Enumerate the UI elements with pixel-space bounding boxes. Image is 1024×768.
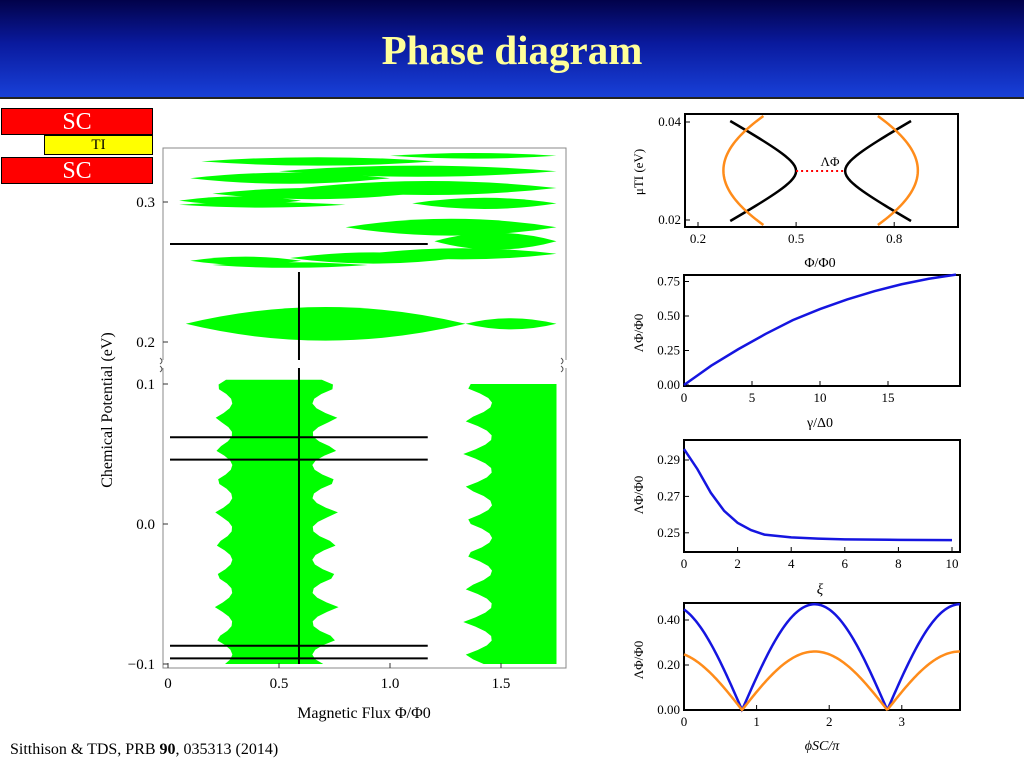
panel-lambda-vs-xi: 0 2 4 6 8 10 0.29 0.27 0.25 ΛΦ/Φ0 ξ bbox=[631, 439, 961, 598]
p3-x-tick-label: 0 bbox=[681, 556, 688, 571]
sc-bottom-block: SC bbox=[1, 157, 153, 184]
p3-x-tick-label: 8 bbox=[895, 556, 902, 571]
x-tick-label: 0 bbox=[164, 676, 172, 692]
p3-x-tick-label: 2 bbox=[734, 556, 741, 571]
y-tick-label: −0.1 bbox=[128, 657, 155, 673]
green-lozenge-13 bbox=[201, 157, 435, 166]
axis-break-gap bbox=[156, 360, 576, 368]
green-region-right bbox=[463, 384, 557, 664]
p2-y-tick-label: 0.50 bbox=[657, 308, 680, 323]
p4-frame bbox=[683, 602, 961, 711]
green-lozenge-15 bbox=[179, 202, 346, 208]
p2-blue-curve bbox=[683, 273, 957, 387]
p2-y-label: ΛΦ/Φ0 bbox=[631, 314, 646, 353]
p1-x-tick-label: 0.2 bbox=[690, 231, 706, 246]
p1-x-label: Φ/Φ0 bbox=[804, 256, 835, 271]
p1-y-tick-label: 0.04 bbox=[658, 114, 681, 129]
p1-orange-left bbox=[722, 114, 765, 227]
x-tick-label: 1.5 bbox=[492, 676, 511, 692]
x-tick-label: 1.0 bbox=[381, 676, 400, 692]
main-y-axis-label: Chemical Potential (eV) bbox=[99, 332, 116, 488]
green-lozenge-1 bbox=[465, 318, 557, 330]
p1-frame bbox=[684, 113, 959, 228]
p4-curve-blue bbox=[683, 603, 960, 713]
p4-y-tick-label: 0.00 bbox=[657, 702, 680, 717]
y-tick-label: 0.3 bbox=[136, 195, 155, 211]
p2-y-tick-label: 0.25 bbox=[657, 343, 680, 358]
p3-x-label: ξ bbox=[817, 582, 824, 598]
green-lozenge-6 bbox=[345, 218, 557, 236]
p1-x-tick-label: 0.5 bbox=[788, 231, 804, 246]
p1-y-label: μTI (eV) bbox=[631, 149, 646, 195]
p3-y-tick-label: 0.29 bbox=[657, 452, 680, 467]
axis-break-marks bbox=[159, 357, 564, 373]
main-x-axis-label: Magnetic Flux Φ/Φ0 bbox=[297, 705, 431, 722]
p3-x-tick-label: 10 bbox=[946, 556, 959, 571]
citation-rest: , 035313 (2014) bbox=[175, 741, 279, 758]
p1-x-tick-label: 0.8 bbox=[886, 231, 902, 246]
p2-x-tick-label: 10 bbox=[814, 390, 827, 405]
p4-x-label: ϕSC/π bbox=[805, 739, 840, 754]
p3-y-tick-label: 0.25 bbox=[657, 525, 680, 540]
p1-y-tick-label: 0.02 bbox=[658, 212, 681, 227]
p4-y-tick-label: 0.40 bbox=[657, 612, 680, 627]
green-lozenge-7 bbox=[367, 248, 557, 260]
p2-x-tick-label: 5 bbox=[749, 390, 756, 405]
p2-x-tick-label: 0 bbox=[681, 390, 688, 405]
p1-orange-right bbox=[877, 114, 920, 227]
p3-y-label: ΛΦ/Φ0 bbox=[631, 476, 646, 515]
p3-x-tick-label: 4 bbox=[788, 556, 795, 571]
citation: Sitthison & TDS, PRB 90, 035313 (2014) bbox=[10, 741, 278, 759]
main-phase-diagram: 0 0.5 1.0 1.5 0.1 0.0 −0.1 0.3 0.2 Chemical Pote… bbox=[99, 147, 576, 722]
green-lozenge-12 bbox=[279, 165, 557, 177]
green-region-left bbox=[214, 379, 339, 664]
y-tick-label: 0.2 bbox=[136, 335, 155, 351]
green-lozenge-14 bbox=[390, 153, 557, 159]
citation-volume: 90 bbox=[159, 741, 176, 758]
p3-y-tick-label: 0.27 bbox=[657, 488, 680, 503]
p2-x-label: γ/Δ0 bbox=[806, 416, 833, 431]
p1-annotation: ΛΦ bbox=[821, 154, 840, 169]
title-bar: Phase diagram bbox=[0, 0, 1024, 99]
p4-y-label: ΛΦ/Φ0 bbox=[631, 641, 646, 680]
slide-title: Phase diagram bbox=[381, 27, 643, 73]
panel-mu-vs-flux: 0.2 0.5 0.8 0.04 0.02 ΛΦ μTI (eV) Φ/Φ0 bbox=[631, 113, 959, 271]
y-tick-label: 0.0 bbox=[136, 517, 155, 533]
green-lozenge-11 bbox=[190, 172, 390, 184]
p3-frame bbox=[683, 439, 961, 553]
p3-blue-curve bbox=[682, 448, 953, 542]
panel-lambda-vs-phase: 0 1 2 3 0.40 0.20 0.00 ΛΦ/Φ0 ϕSC/π bbox=[631, 602, 961, 754]
p4-x-tick-label: 1 bbox=[753, 714, 760, 729]
x-tick-label: 0.5 bbox=[270, 676, 289, 692]
p4-x-tick-label: 3 bbox=[899, 714, 906, 729]
main-axis-ticks: 0 0.5 1.0 1.5 0.1 0.0 −0.1 0.3 0.2 bbox=[128, 195, 511, 692]
green-lozenge-10 bbox=[301, 181, 557, 195]
green-lozenge-5 bbox=[212, 262, 368, 268]
sc-top-block: SC bbox=[1, 108, 153, 135]
y-tick-label: 0.1 bbox=[136, 377, 155, 393]
panel-lambda-vs-gamma: 0 5 10 15 0.75 0.50 0.25 0.00 ΛΦ/Φ0 γ/Δ0 bbox=[631, 273, 961, 431]
p2-y-tick-label: 0.00 bbox=[657, 377, 680, 392]
p3-x-tick-label: 6 bbox=[842, 556, 849, 571]
p2-frame bbox=[683, 274, 961, 387]
p4-x-tick-label: 2 bbox=[826, 714, 833, 729]
p4-y-tick-label: 0.20 bbox=[657, 657, 680, 672]
cut-lines bbox=[170, 243, 428, 664]
green-lozenge-16 bbox=[412, 197, 557, 209]
p4-curve-orange bbox=[683, 650, 960, 712]
ti-block: TI bbox=[44, 135, 153, 155]
green-regions bbox=[179, 153, 557, 664]
green-lozenge-4 bbox=[434, 232, 557, 250]
p2-y-tick-label: 0.75 bbox=[657, 274, 680, 289]
p2-x-tick-label: 15 bbox=[882, 390, 895, 405]
p4-x-tick-label: 0 bbox=[681, 714, 688, 729]
citation-authors: Sitthison & TDS, PRB bbox=[10, 741, 160, 758]
green-lozenge-0 bbox=[185, 307, 466, 341]
p1-black-right bbox=[843, 119, 912, 223]
